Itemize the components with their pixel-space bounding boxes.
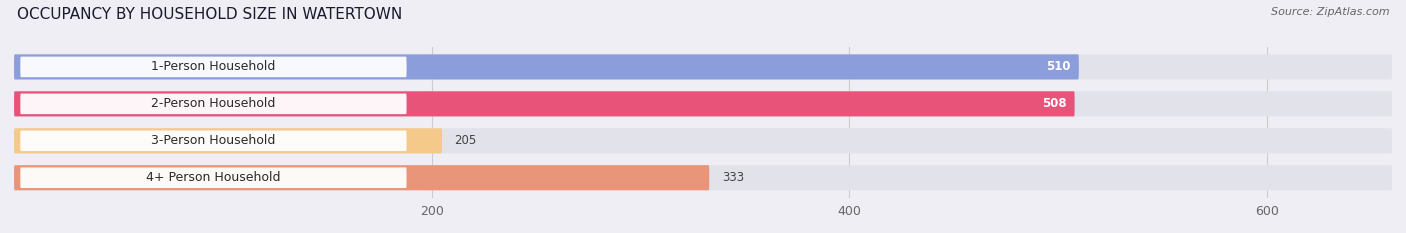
FancyBboxPatch shape (14, 165, 709, 190)
FancyBboxPatch shape (14, 165, 1392, 190)
Text: 1-Person Household: 1-Person Household (152, 60, 276, 73)
FancyBboxPatch shape (20, 57, 406, 77)
FancyBboxPatch shape (14, 128, 441, 153)
FancyBboxPatch shape (14, 54, 1078, 79)
Text: 333: 333 (721, 171, 744, 184)
Text: Source: ZipAtlas.com: Source: ZipAtlas.com (1271, 7, 1389, 17)
Text: 205: 205 (454, 134, 477, 147)
FancyBboxPatch shape (14, 91, 1392, 116)
Text: 4+ Person Household: 4+ Person Household (146, 171, 281, 184)
FancyBboxPatch shape (14, 91, 1074, 116)
FancyBboxPatch shape (20, 168, 406, 188)
FancyBboxPatch shape (14, 54, 1392, 79)
Text: 2-Person Household: 2-Person Household (152, 97, 276, 110)
FancyBboxPatch shape (20, 94, 406, 114)
Text: OCCUPANCY BY HOUSEHOLD SIZE IN WATERTOWN: OCCUPANCY BY HOUSEHOLD SIZE IN WATERTOWN (17, 7, 402, 22)
Text: 508: 508 (1042, 97, 1066, 110)
FancyBboxPatch shape (20, 130, 406, 151)
Text: 510: 510 (1046, 60, 1070, 73)
Text: 3-Person Household: 3-Person Household (152, 134, 276, 147)
FancyBboxPatch shape (14, 128, 1392, 153)
